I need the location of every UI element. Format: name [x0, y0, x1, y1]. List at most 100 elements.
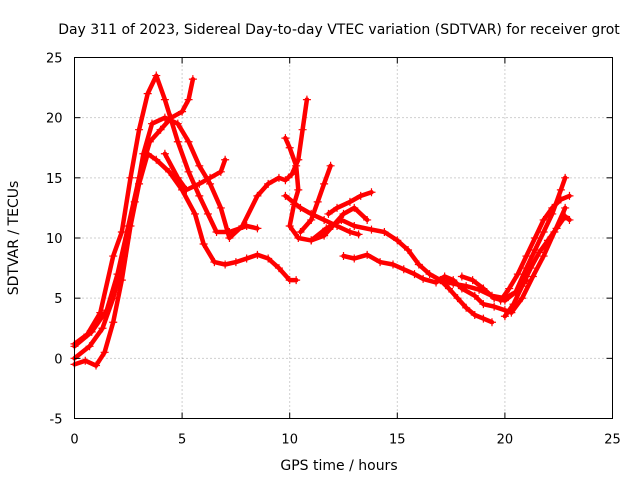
y-tick-label: 20	[46, 112, 63, 127]
series-track-2	[70, 149, 301, 370]
data-point	[425, 270, 434, 279]
data-point	[410, 270, 419, 279]
data-point	[307, 215, 316, 224]
data-point	[113, 270, 122, 279]
y-axis-label: SDTVAR / TECUs	[6, 181, 22, 296]
data-point	[565, 215, 574, 224]
data-point	[184, 137, 193, 146]
y-tick-label: 15	[46, 172, 63, 187]
data-point	[296, 203, 305, 212]
data-point	[414, 260, 423, 269]
y-tick-label: 10	[46, 232, 63, 247]
axis-ticks	[74, 57, 613, 419]
y-tick-labels: -5 0 5 10 15 20 25	[46, 52, 63, 428]
series-track-4	[70, 75, 197, 351]
data-point	[356, 191, 365, 200]
data-point	[281, 176, 290, 185]
data-point	[292, 161, 301, 170]
data-point	[143, 89, 152, 98]
data-point	[526, 264, 535, 273]
data-point	[195, 161, 204, 170]
data-point	[449, 276, 458, 285]
data-point	[167, 113, 176, 122]
data-point	[376, 258, 385, 267]
data-point	[561, 173, 570, 182]
data-point	[324, 209, 333, 218]
data-point	[496, 296, 505, 305]
x-axis-label: GPS time / hours	[280, 458, 397, 474]
data-point	[100, 348, 109, 357]
data-point	[281, 191, 290, 200]
data-point	[513, 270, 522, 279]
data-point	[457, 272, 466, 281]
data-point	[274, 173, 283, 182]
data-point	[287, 170, 296, 179]
data-point	[87, 327, 96, 336]
data-point	[285, 221, 294, 230]
data-point	[212, 227, 221, 236]
data-point	[479, 314, 488, 323]
data-point	[188, 75, 197, 84]
data-point	[191, 209, 200, 218]
data-point	[292, 276, 301, 285]
data-point	[92, 361, 101, 370]
data-point	[561, 203, 570, 212]
data-point	[522, 252, 531, 261]
data-point	[367, 225, 376, 234]
data-point	[436, 276, 445, 285]
data-point	[264, 179, 273, 188]
data-point	[363, 250, 372, 259]
data-point	[221, 155, 230, 164]
data-point	[528, 272, 537, 281]
x-tick-label: 15	[389, 433, 406, 448]
data-point	[173, 137, 182, 146]
data-point	[281, 134, 290, 143]
data-point	[531, 234, 540, 242]
x-tick-label: 20	[497, 433, 514, 448]
data-point	[173, 173, 182, 182]
data-point	[216, 203, 225, 212]
series-track-6	[281, 134, 372, 245]
series-track-14	[496, 191, 574, 305]
series-track-13	[457, 173, 570, 305]
data-point	[147, 119, 156, 128]
data-point	[345, 227, 354, 236]
data-point	[339, 252, 348, 261]
data-point	[264, 254, 273, 263]
data-point	[453, 294, 462, 303]
data-point	[457, 284, 466, 293]
data-point	[322, 224, 331, 233]
data-point	[307, 236, 316, 245]
data-point	[539, 252, 548, 261]
data-series	[70, 71, 574, 370]
data-point	[195, 191, 204, 200]
data-point	[535, 248, 544, 257]
series-line	[459, 175, 568, 303]
data-point	[444, 284, 453, 293]
data-point	[294, 185, 303, 194]
data-point	[182, 185, 191, 194]
data-point	[440, 272, 449, 281]
data-point	[337, 215, 346, 224]
data-point	[354, 230, 363, 239]
data-point	[490, 294, 499, 303]
series-track-9	[324, 188, 376, 218]
data-point	[333, 203, 342, 212]
data-point	[419, 274, 428, 283]
data-point	[470, 291, 479, 300]
data-point	[231, 258, 240, 267]
data-point	[404, 246, 413, 255]
x-tick-labels: 0 5 10 15 20 25	[70, 433, 620, 448]
data-point	[479, 300, 488, 309]
data-point	[548, 203, 557, 212]
y-tick-label: 5	[54, 292, 62, 307]
data-point	[313, 197, 322, 206]
data-point	[320, 179, 329, 188]
series-track-8	[296, 161, 335, 236]
data-point	[253, 191, 262, 200]
data-point	[326, 161, 335, 170]
data-point	[350, 203, 359, 212]
data-point	[432, 278, 441, 287]
data-point	[505, 284, 514, 293]
y-tick-label: -5	[50, 413, 63, 428]
